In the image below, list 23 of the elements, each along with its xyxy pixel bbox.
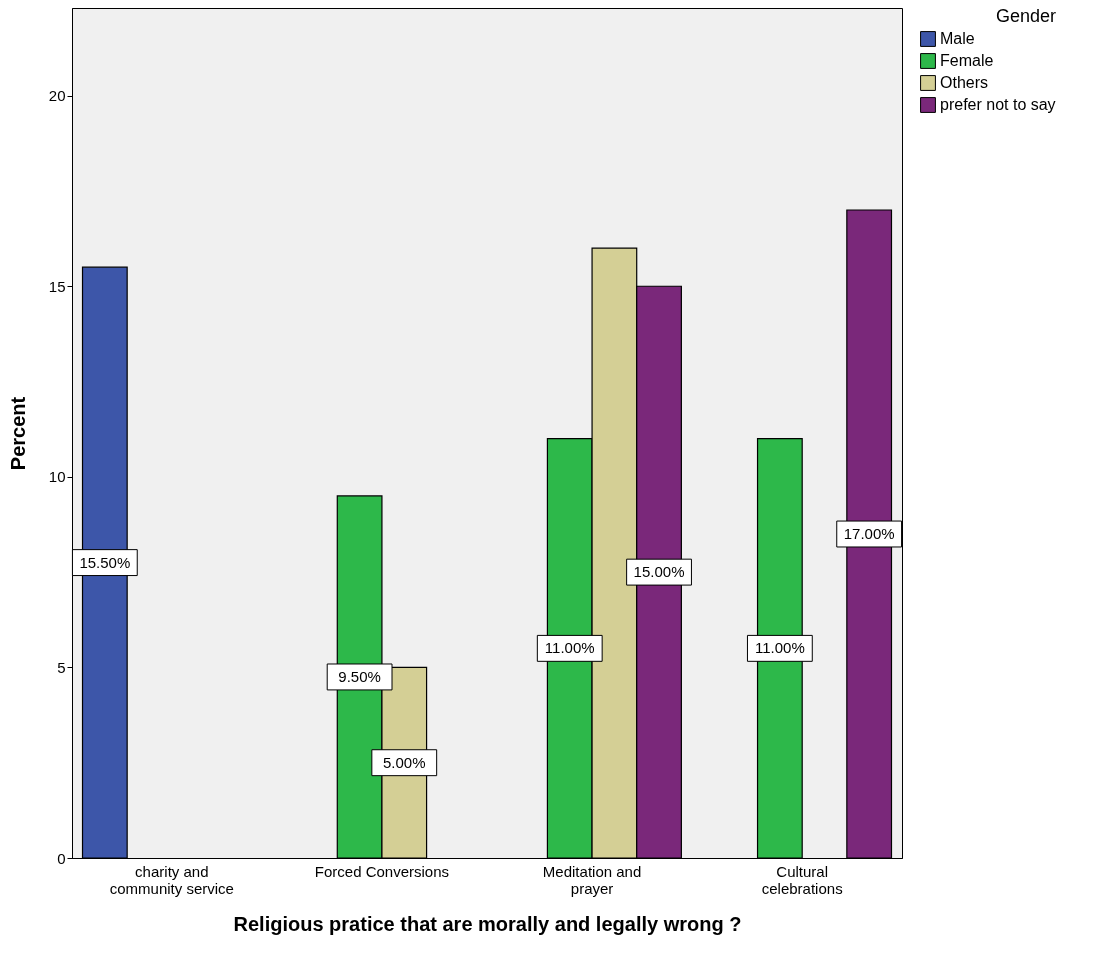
legend-label: Others (940, 74, 989, 91)
data-label: 17.00% (843, 525, 895, 543)
data-label: 9.50% (338, 667, 381, 685)
legend-title: Gender (995, 6, 1056, 26)
y-tick-label: 0 (57, 849, 66, 867)
y-tick-label: 10 (48, 468, 66, 486)
x-tick-label: Cultural celebrations (761, 862, 843, 897)
x-tick-label: Meditation and prayer (542, 862, 642, 897)
legend-label: Female (940, 52, 994, 69)
x-tick-label: charity and community service (109, 862, 234, 897)
data-label: 11.00% (754, 639, 805, 657)
data-label: 11.00% (544, 639, 595, 657)
data-label: 15.00% (633, 563, 685, 581)
y-tick-label: 20 (48, 87, 66, 105)
y-tick-label: 5 (57, 658, 66, 676)
data-label: 5.00% (382, 753, 426, 771)
y-tick-label: 15 (48, 277, 66, 295)
x-tick-label: Forced Conversions (314, 862, 450, 880)
y-axis-title: Percent (6, 396, 29, 471)
legend-label: prefer not to say (940, 96, 1056, 113)
x-axis-title: Religious pratice that are morally and legally wrong ? (233, 912, 742, 935)
data-label: 15.50% (79, 553, 131, 571)
legend-label: Male (940, 30, 975, 47)
